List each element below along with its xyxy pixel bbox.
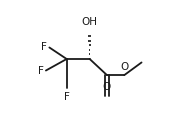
Text: F: F [38, 65, 44, 76]
Text: F: F [64, 92, 70, 102]
Text: OH: OH [82, 17, 98, 27]
Text: O: O [103, 82, 111, 92]
Text: F: F [41, 42, 47, 53]
Text: O: O [120, 62, 128, 72]
